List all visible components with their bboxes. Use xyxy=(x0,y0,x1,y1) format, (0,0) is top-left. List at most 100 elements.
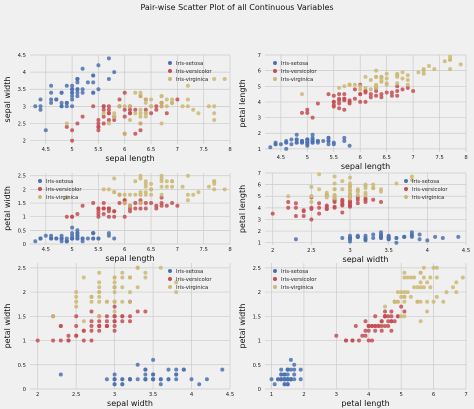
point-iris-setosa xyxy=(75,77,80,81)
point-iris-versicolor xyxy=(301,209,306,214)
y-tick-label: 2 xyxy=(23,139,26,145)
x-tick-label: 8 xyxy=(228,147,232,153)
point-iris-setosa xyxy=(91,80,96,85)
y-tick-label: 2 xyxy=(23,187,26,193)
point-iris-versicolor xyxy=(97,319,102,324)
y-tick-label: 2 xyxy=(23,290,26,296)
y-tick-label: 1 xyxy=(23,215,26,221)
legend: Iris-setosa Iris-versicolor Iris-virginica xyxy=(168,61,212,83)
point-iris-virginica xyxy=(212,104,217,109)
point-iris-setosa xyxy=(70,225,75,230)
point-iris-virginica xyxy=(128,275,132,280)
legend: Iris-setosa Iris-versicolor Iris-virginica xyxy=(273,269,317,291)
point-iris-virginica xyxy=(348,188,352,193)
legend-marker-iris-virginica xyxy=(404,195,408,199)
point-iris-versicolor xyxy=(106,104,111,109)
point-iris-virginica xyxy=(180,184,185,189)
y-tick-label: 5 xyxy=(258,84,261,90)
point-iris-setosa xyxy=(386,233,391,238)
point-iris-setosa xyxy=(91,236,96,241)
point-iris-versicolor xyxy=(75,212,80,216)
point-iris-virginica xyxy=(358,87,363,92)
point-iris-virginica xyxy=(149,187,154,192)
point-iris-versicolor xyxy=(300,110,304,115)
point-iris-virginica xyxy=(394,181,399,186)
point-iris-versicolor xyxy=(91,201,96,205)
point-iris-versicolor xyxy=(392,319,397,324)
point-iris-setosa xyxy=(293,237,298,242)
legend-marker-iris-versicolor xyxy=(404,187,408,191)
point-iris-versicolor xyxy=(379,328,384,333)
point-iris-versicolor xyxy=(70,138,75,143)
point-iris-versicolor xyxy=(122,107,127,112)
point-iris-virginica xyxy=(128,118,132,122)
point-iris-virginica xyxy=(120,285,125,290)
point-iris-virginica xyxy=(418,285,423,290)
point-iris-setosa xyxy=(294,132,299,137)
point-iris-virginica xyxy=(128,104,132,109)
point-iris-virginica xyxy=(451,285,455,290)
point-iris-versicolor xyxy=(373,324,378,328)
y-tick-label: 6 xyxy=(258,183,262,189)
point-iris-virginica xyxy=(196,190,201,195)
point-iris-versicolor xyxy=(143,107,148,112)
point-iris-versicolor xyxy=(332,204,337,209)
point-iris-versicolor xyxy=(112,304,117,309)
point-iris-versicolor xyxy=(89,324,94,328)
point-iris-virginica xyxy=(428,275,433,280)
point-iris-virginica xyxy=(128,203,132,208)
point-iris-virginica xyxy=(212,77,217,81)
point-iris-versicolor xyxy=(175,203,180,208)
point-iris-setosa xyxy=(49,90,54,95)
point-iris-versicolor xyxy=(340,202,345,207)
point-iris-setosa xyxy=(456,234,461,239)
point-iris-virginica xyxy=(337,85,342,90)
point-iris-versicolor xyxy=(135,309,140,314)
point-iris-setosa xyxy=(348,236,352,240)
point-iris-virginica xyxy=(352,82,357,87)
point-iris-setosa xyxy=(64,236,69,241)
point-iris-virginica xyxy=(212,187,217,192)
point-iris-setosa xyxy=(75,94,80,99)
point-iris-virginica xyxy=(421,275,426,280)
point-iris-versicolor xyxy=(373,314,378,319)
point-iris-versicolor xyxy=(66,338,71,343)
point-iris-virginica xyxy=(399,294,404,299)
point-iris-virginica xyxy=(363,183,368,188)
point-iris-versicolor xyxy=(358,92,363,97)
point-iris-virginica xyxy=(402,290,407,295)
y-tick-label: 2.5 xyxy=(18,174,26,180)
point-iris-virginica xyxy=(427,64,431,68)
point-iris-virginica xyxy=(379,76,384,81)
point-iris-setosa xyxy=(417,237,422,242)
point-iris-versicolor xyxy=(175,97,180,102)
point-iris-virginica xyxy=(64,121,69,126)
point-iris-virginica xyxy=(368,87,373,92)
y-tick-label: 1.5 xyxy=(18,314,26,320)
y-tick-label: 1 xyxy=(258,339,261,345)
point-iris-setosa xyxy=(394,236,399,240)
point-iris-versicolor xyxy=(101,107,106,112)
point-iris-virginica xyxy=(405,78,410,82)
point-iris-virginica xyxy=(340,179,345,184)
point-iris-virginica xyxy=(64,195,69,200)
point-iris-versicolor xyxy=(80,203,85,208)
point-iris-virginica xyxy=(348,181,352,186)
point-iris-virginica xyxy=(128,299,132,304)
x-tick-label: 7 xyxy=(464,392,467,398)
point-iris-virginica xyxy=(159,192,164,197)
point-iris-setosa xyxy=(279,377,284,382)
point-iris-versicolor xyxy=(353,324,358,328)
point-iris-versicolor xyxy=(293,205,298,210)
point-iris-virginica xyxy=(374,74,379,79)
point-iris-virginica xyxy=(51,314,56,319)
point-iris-setosa xyxy=(135,377,140,382)
point-iris-versicolor xyxy=(101,206,106,211)
point-iris-setosa xyxy=(70,104,75,109)
point-iris-versicolor xyxy=(106,214,111,219)
point-iris-setosa xyxy=(371,236,376,240)
point-iris-versicolor xyxy=(374,89,379,93)
y-tick-label: 2 xyxy=(258,131,261,137)
point-iris-versicolor xyxy=(352,87,357,92)
